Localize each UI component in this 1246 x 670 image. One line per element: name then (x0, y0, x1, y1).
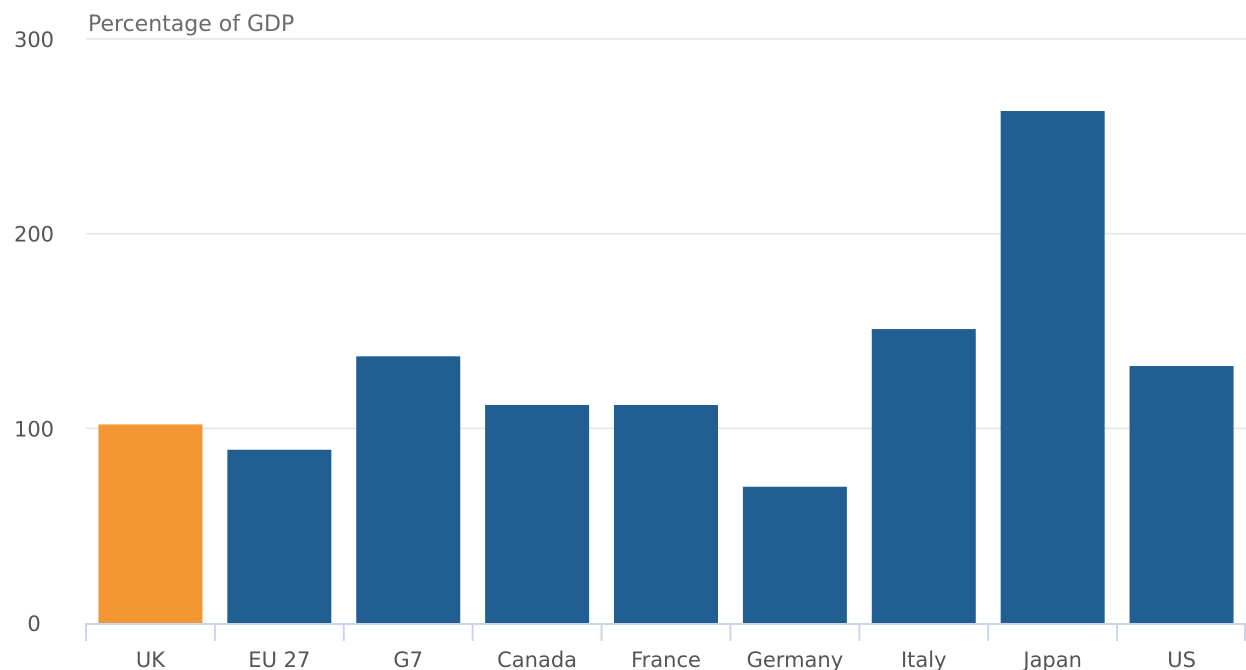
x-tick-label: US (1167, 648, 1196, 670)
bar (227, 449, 332, 623)
x-axis (85, 623, 1246, 641)
x-axis-ticks: UK EU 27 G7 Canada France Germany Italy Japan US (136, 648, 1196, 670)
y-tick-label: 200 (14, 223, 54, 247)
x-tick-label: UK (136, 648, 166, 670)
x-tick-label: G7 (393, 648, 423, 670)
x-tick-label: Italy (901, 648, 947, 670)
y-tick-label: 0 (27, 612, 40, 636)
x-tick-label: France (631, 648, 701, 670)
bar (614, 404, 718, 623)
bars (98, 111, 1234, 623)
bar (1129, 366, 1234, 623)
bar (1000, 111, 1105, 623)
y-axis-label: Percentage of GDP (88, 12, 294, 37)
y-tick-label: 100 (14, 417, 54, 441)
bar (742, 486, 847, 623)
bar (871, 329, 976, 623)
y-tick-label: 300 (14, 28, 54, 52)
bar (98, 424, 203, 623)
x-tick-label: Canada (497, 648, 577, 670)
bar (356, 356, 461, 623)
x-tick-label: Germany (747, 648, 844, 670)
x-tick-label: EU 27 (248, 648, 310, 670)
y-axis-ticks: 0 100 200 300 (14, 28, 54, 636)
bar (485, 404, 590, 623)
x-tick-label: Japan (1021, 648, 1082, 670)
